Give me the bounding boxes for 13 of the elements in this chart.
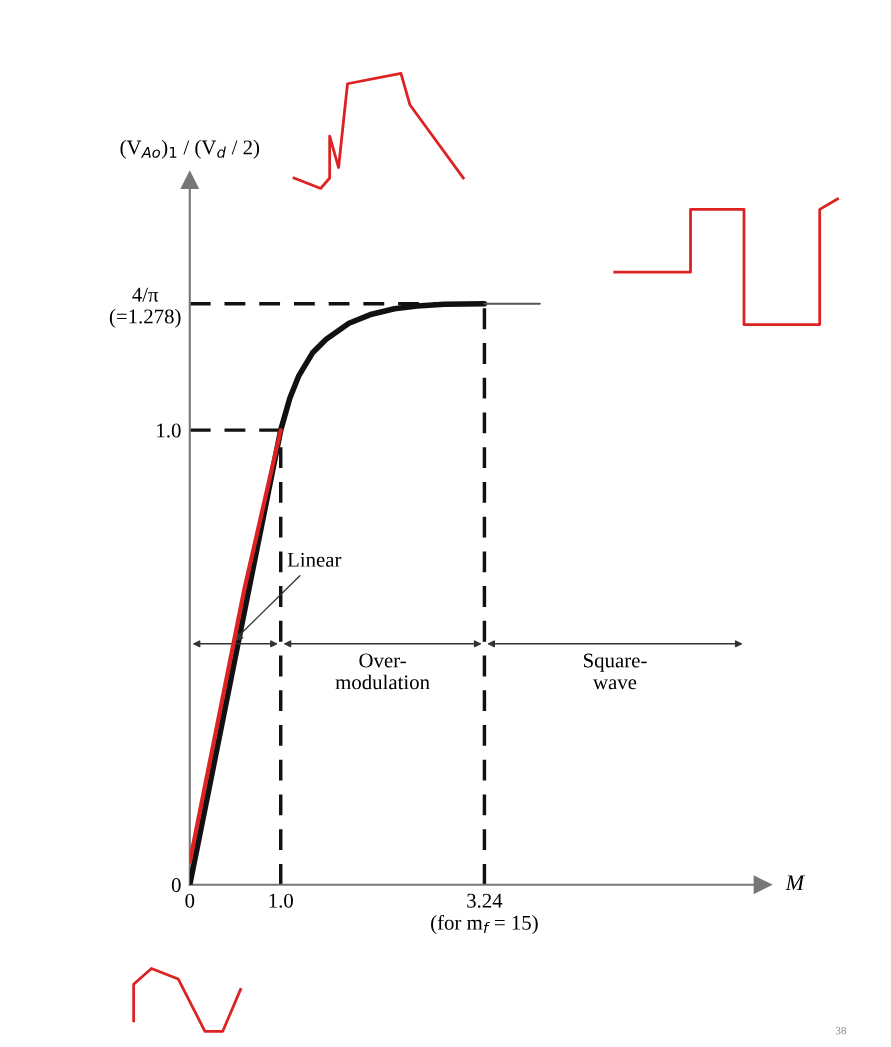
y-tick-label: 1.0: [157, 423, 181, 438]
y-tick-label: 0: [171, 878, 181, 893]
annotation: Over- modulation: [335, 653, 430, 690]
text: 38: [835, 1026, 847, 1035]
annotation: Linear: [287, 552, 342, 567]
line-series: [189, 428, 283, 865]
annotation: Square- wave: [583, 653, 647, 690]
x-tick-label: 0: [185, 893, 195, 908]
x-tick-label: 3.24 (for m$_{f}$ = 15): [431, 893, 538, 934]
x-axis-title: M: [785, 875, 806, 891]
y-axis-title: (V$_{Ao}$)$_{1}$ / (V$_{d}$ / 2): [120, 139, 260, 159]
y-tick-label: 4/π (=1.278): [109, 287, 181, 328]
x-tick-label: 1.0: [269, 893, 293, 908]
